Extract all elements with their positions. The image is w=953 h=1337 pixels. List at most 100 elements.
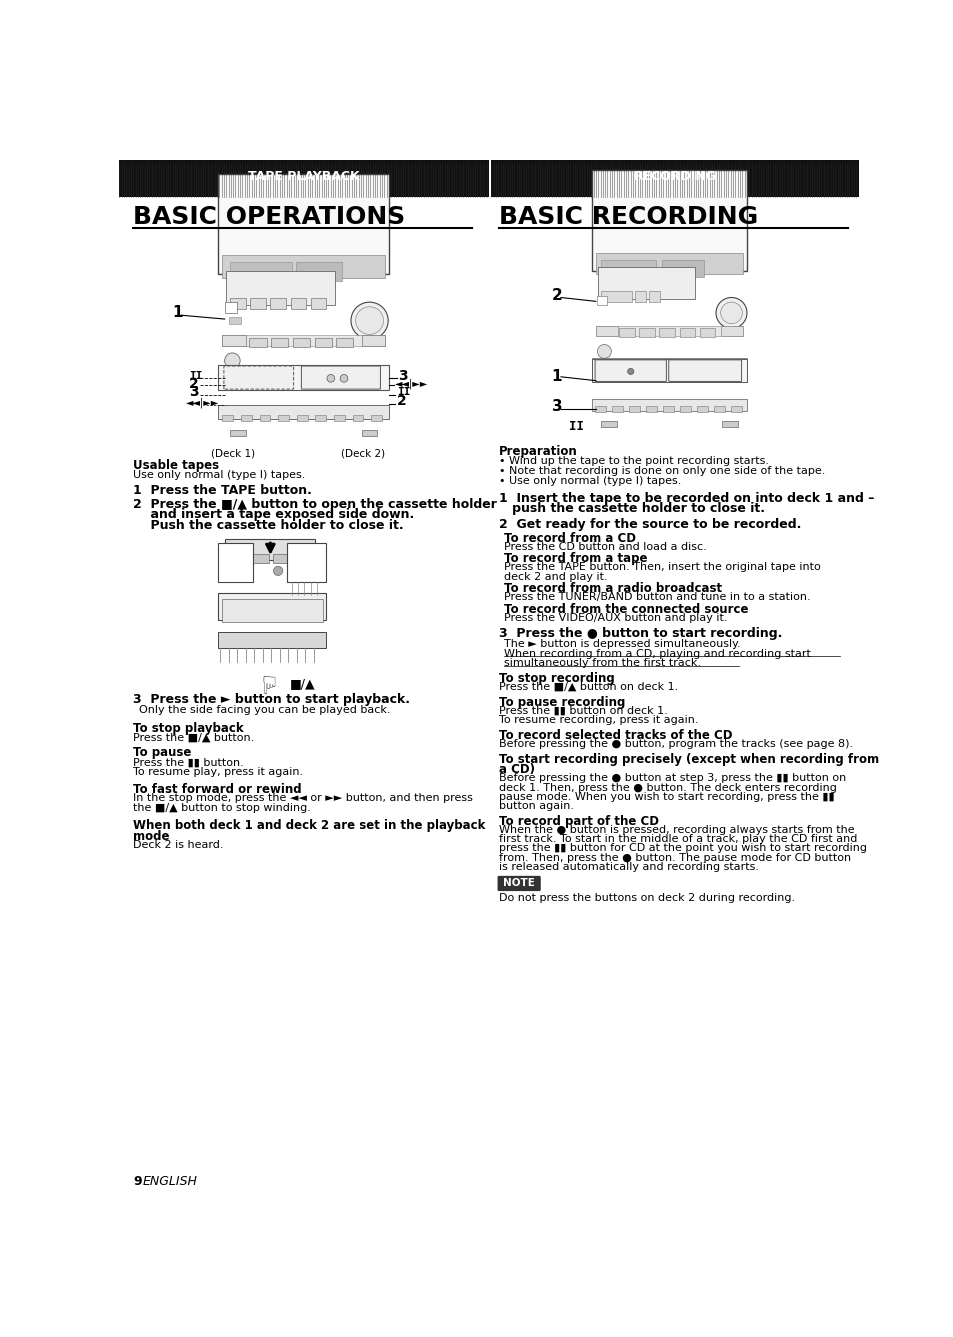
Text: the ■/▲ button to stop winding.: the ■/▲ button to stop winding.	[133, 804, 311, 813]
Text: When the ● button is pressed, recording always starts from the: When the ● button is pressed, recording …	[498, 825, 854, 834]
Bar	[294, 554, 312, 563]
Text: Before pressing the ● button at step 3, press the ▮▮ button on: Before pressing the ● button at step 3, …	[498, 773, 845, 783]
Bar	[270, 298, 286, 309]
Bar	[217, 594, 326, 620]
Text: ◄◄|►►: ◄◄|►►	[186, 397, 219, 408]
FancyBboxPatch shape	[221, 238, 385, 258]
Bar	[259, 414, 270, 421]
Text: press the ▮▮ button for CD at the point you wish to start recording: press the ▮▮ button for CD at the point …	[498, 844, 866, 853]
Text: To record from the connected source: To record from the connected source	[504, 603, 748, 616]
Text: (Deck 2): (Deck 2)	[340, 448, 385, 459]
Bar	[662, 406, 674, 412]
Text: Press the ■/▲ button on deck 1.: Press the ■/▲ button on deck 1.	[498, 682, 678, 691]
Circle shape	[244, 567, 253, 575]
Text: To fast forward or rewind: To fast forward or rewind	[133, 782, 301, 796]
Bar	[720, 326, 742, 336]
Circle shape	[327, 374, 335, 382]
Bar	[218, 174, 389, 274]
Text: 3: 3	[397, 369, 408, 382]
Bar	[649, 291, 659, 302]
Text: II: II	[189, 372, 202, 381]
Circle shape	[720, 302, 741, 324]
Bar	[598, 266, 695, 299]
Bar	[230, 262, 292, 281]
Text: Before pressing the ● button, program the tracks (see page 8).: Before pressing the ● button, program th…	[498, 739, 852, 749]
Text: • Note that recording is done on only one side of the tape.: • Note that recording is done on only on…	[498, 467, 824, 476]
Text: When both deck 1 and deck 2 are set in the playback: When both deck 1 and deck 2 are set in t…	[133, 818, 485, 832]
Text: ENGLISH: ENGLISH	[142, 1175, 197, 1189]
Text: ☝: ☝	[258, 670, 274, 694]
Text: ◄◄|►►: ◄◄|►►	[395, 378, 428, 389]
Circle shape	[355, 306, 383, 334]
Bar	[278, 414, 289, 421]
Bar	[600, 259, 655, 277]
Bar	[311, 298, 326, 309]
Text: pause mode. When you wish to start recording, press the ▮▮: pause mode. When you wish to start recor…	[498, 792, 834, 802]
Bar	[659, 329, 674, 337]
Circle shape	[224, 353, 240, 368]
FancyBboxPatch shape	[301, 366, 380, 389]
Text: Preparation: Preparation	[498, 445, 578, 459]
Bar	[241, 414, 252, 421]
Text: Only the side facing you can be played back.: Only the side facing you can be played b…	[138, 705, 390, 715]
FancyBboxPatch shape	[497, 877, 539, 890]
Text: Do not press the buttons on deck 2 during recording.: Do not press the buttons on deck 2 durin…	[498, 893, 794, 902]
Text: To start recording precisely (except when recording from: To start recording precisely (except whe…	[498, 753, 879, 766]
Text: NOTE: NOTE	[502, 878, 535, 889]
Bar	[699, 329, 715, 337]
Bar	[592, 360, 746, 382]
Text: 9: 9	[133, 1175, 142, 1189]
Bar	[315, 414, 326, 421]
Text: Press the CD button and load a disc.: Press the CD button and load a disc.	[504, 541, 706, 552]
Text: Press the ■/▲ button.: Press the ■/▲ button.	[133, 733, 254, 742]
Bar	[645, 406, 657, 412]
FancyBboxPatch shape	[593, 238, 744, 255]
Bar	[314, 337, 332, 346]
Text: first track. To start in the middle of a track, play the CD first and: first track. To start in the middle of a…	[498, 834, 857, 844]
Text: 1  Insert the tape to be recorded on into deck 1 and –: 1 Insert the tape to be recorded on into…	[498, 492, 874, 504]
Text: To pause recording: To pause recording	[498, 695, 625, 709]
Text: Push the cassette holder to close it.: Push the cassette holder to close it.	[133, 519, 403, 532]
Bar	[119, 160, 488, 198]
Bar	[491, 160, 858, 198]
Bar	[361, 431, 377, 436]
Bar	[252, 554, 269, 563]
Bar	[731, 406, 741, 412]
Text: To record from a CD: To record from a CD	[504, 532, 636, 544]
Text: 1: 1	[551, 369, 561, 384]
Bar	[592, 170, 746, 270]
Bar	[679, 406, 691, 412]
Text: • Use only normal (type I) tapes.: • Use only normal (type I) tapes.	[498, 476, 680, 487]
Text: To stop playback: To stop playback	[133, 722, 244, 735]
Text: Press the TUNER/BAND button and tune in to a station.: Press the TUNER/BAND button and tune in …	[504, 592, 810, 603]
Text: 3: 3	[551, 400, 561, 414]
Bar	[230, 431, 245, 436]
Text: from. Then, press the ● button. The pause mode for CD button: from. Then, press the ● button. The paus…	[498, 853, 850, 862]
Bar	[225, 539, 315, 560]
Text: Press the TAPE button. Then, insert the original tape into: Press the TAPE button. Then, insert the …	[504, 563, 821, 572]
Circle shape	[274, 567, 282, 575]
Text: To record from a radio broadcast: To record from a radio broadcast	[504, 583, 721, 595]
Text: a CD): a CD)	[498, 762, 535, 775]
Text: Press the VIDEO/AUX button and play it.: Press the VIDEO/AUX button and play it.	[504, 614, 727, 623]
Text: To resume play, press it again.: To resume play, press it again.	[133, 767, 303, 777]
Text: deck 2 and play it.: deck 2 and play it.	[504, 572, 607, 582]
Text: • Wind up the tape to the point recording starts.: • Wind up the tape to the point recordin…	[498, 456, 768, 467]
Bar	[618, 329, 634, 337]
Text: TAPE PLAYBACK: TAPE PLAYBACK	[248, 170, 359, 183]
Bar	[714, 406, 724, 412]
Bar	[293, 337, 310, 346]
Bar	[335, 337, 353, 346]
Text: The ► button is depressed simultaneously.: The ► button is depressed simultaneously…	[504, 639, 740, 650]
FancyBboxPatch shape	[224, 366, 294, 389]
Bar	[639, 329, 654, 337]
Bar	[353, 414, 363, 421]
Circle shape	[627, 368, 633, 374]
Bar	[226, 270, 335, 305]
Text: 2  Get ready for the source to be recorded.: 2 Get ready for the source to be recorde…	[498, 517, 801, 531]
Text: Use only normal (type I) tapes.: Use only normal (type I) tapes.	[133, 471, 305, 480]
Text: 2  Press the ■/▲ button to open the cassette holder: 2 Press the ■/▲ button to open the casse…	[133, 497, 497, 511]
Bar	[612, 406, 622, 412]
Circle shape	[597, 345, 611, 358]
Text: button again.: button again.	[498, 801, 574, 812]
